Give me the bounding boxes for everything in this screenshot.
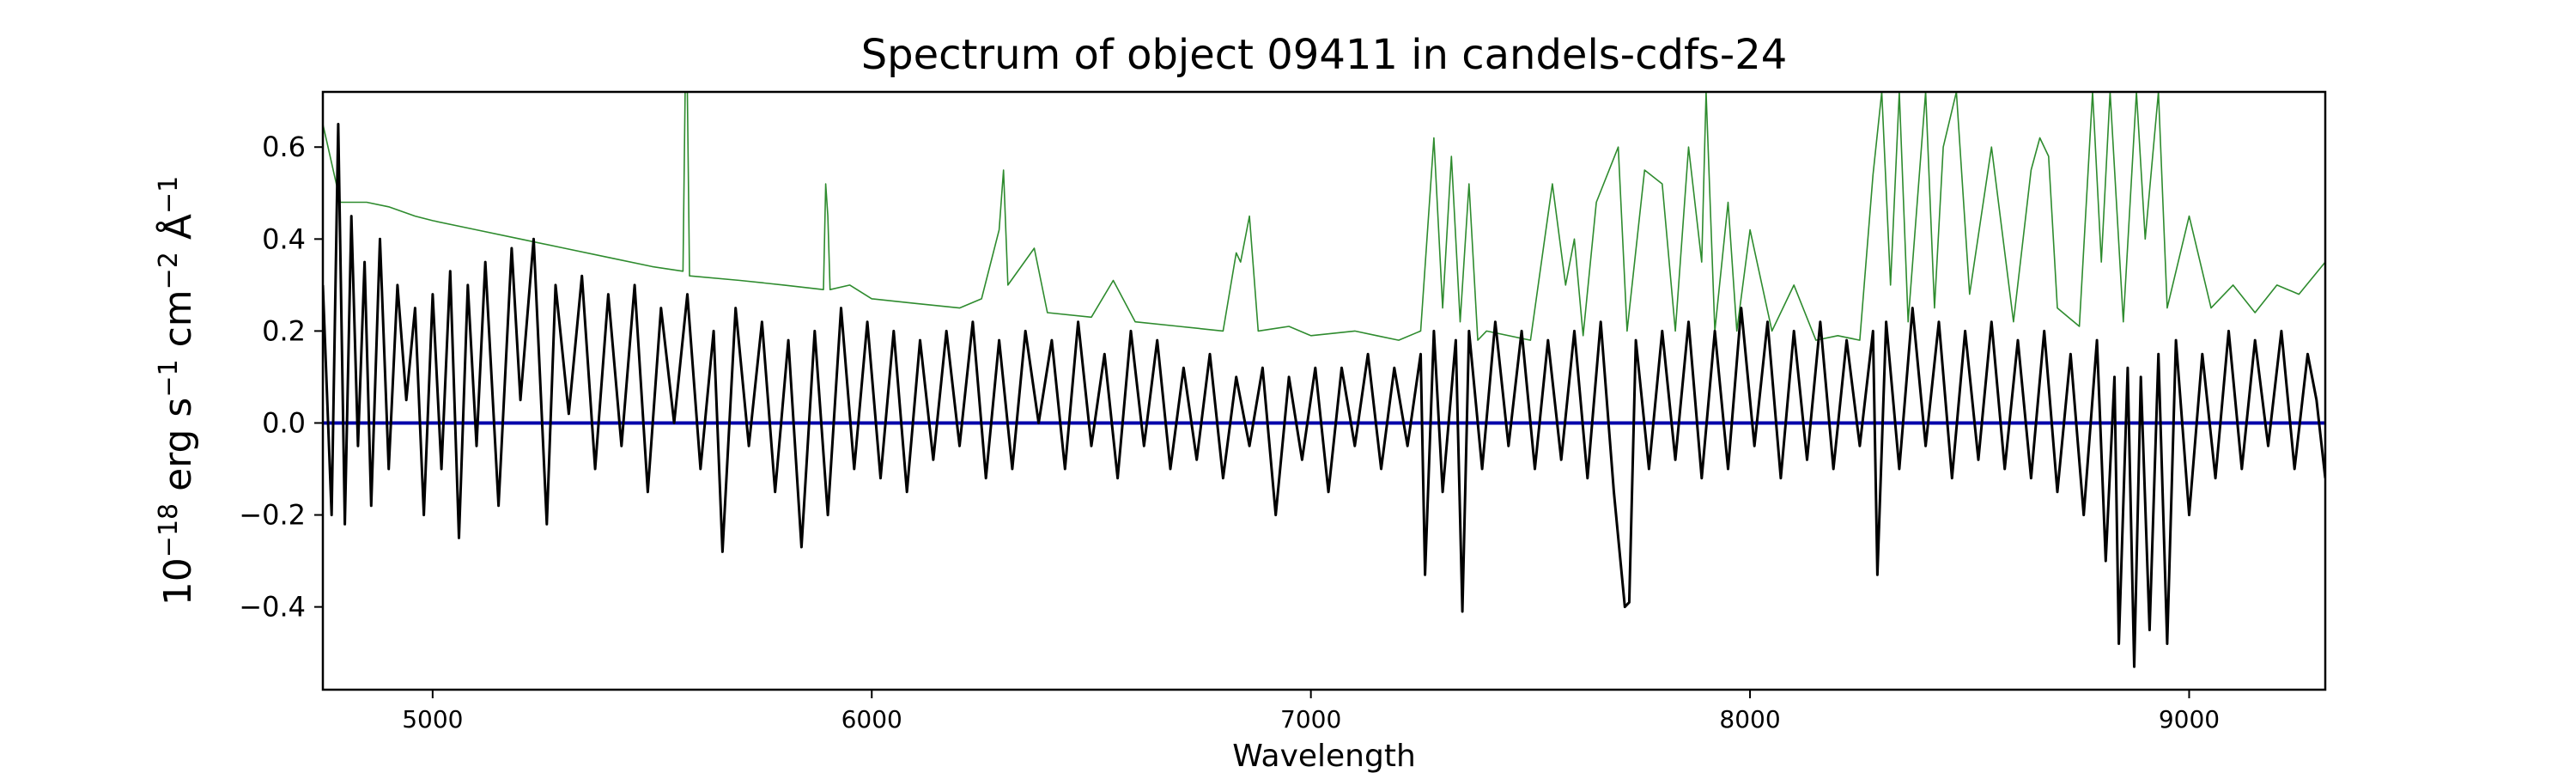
y-label-exp: −18 xyxy=(154,503,184,557)
y-label-unit3: Å xyxy=(155,214,200,252)
y-tick-label: −0.4 xyxy=(239,591,306,624)
y-label-base: 10 xyxy=(156,557,200,606)
y-label-exp2: −1 xyxy=(154,359,184,397)
plot-frame xyxy=(321,90,2327,691)
x-axis-label: Wavelength xyxy=(1232,739,1416,773)
x-tick-label: 7000 xyxy=(1280,705,1341,733)
chart-title: Spectrum of object 09411 in candels-cdfs… xyxy=(861,31,1788,79)
y-label-unit2: cm xyxy=(156,289,200,359)
y-label-exp4: −1 xyxy=(154,176,184,214)
x-tick-label: 8000 xyxy=(1719,705,1780,733)
error-series-line xyxy=(323,92,2325,341)
y-axis-label: 10−18 erg s−1 cm−2 Å−1 xyxy=(154,176,200,606)
flux-series-line xyxy=(323,123,2325,668)
y-tick-label: 0.6 xyxy=(262,131,306,163)
series-layer xyxy=(323,92,2325,668)
y-label-unit1: erg s xyxy=(156,398,200,503)
y-label-exp3: −2 xyxy=(154,252,184,289)
y-axis-ticks: −0.4 −0.2 0.0 0.2 0.4 0.6 xyxy=(239,131,323,624)
x-tick-label: 5000 xyxy=(402,705,463,733)
y-tick-label: 0.2 xyxy=(262,314,306,347)
y-tick-label: −0.2 xyxy=(239,499,306,532)
x-tick-label: 6000 xyxy=(841,705,902,733)
y-tick-label: 0.4 xyxy=(262,222,306,255)
x-tick-label: 9000 xyxy=(2159,705,2220,733)
x-axis-ticks: 5000 6000 7000 8000 9000 xyxy=(402,690,2220,733)
y-tick-label: 0.0 xyxy=(262,406,306,439)
